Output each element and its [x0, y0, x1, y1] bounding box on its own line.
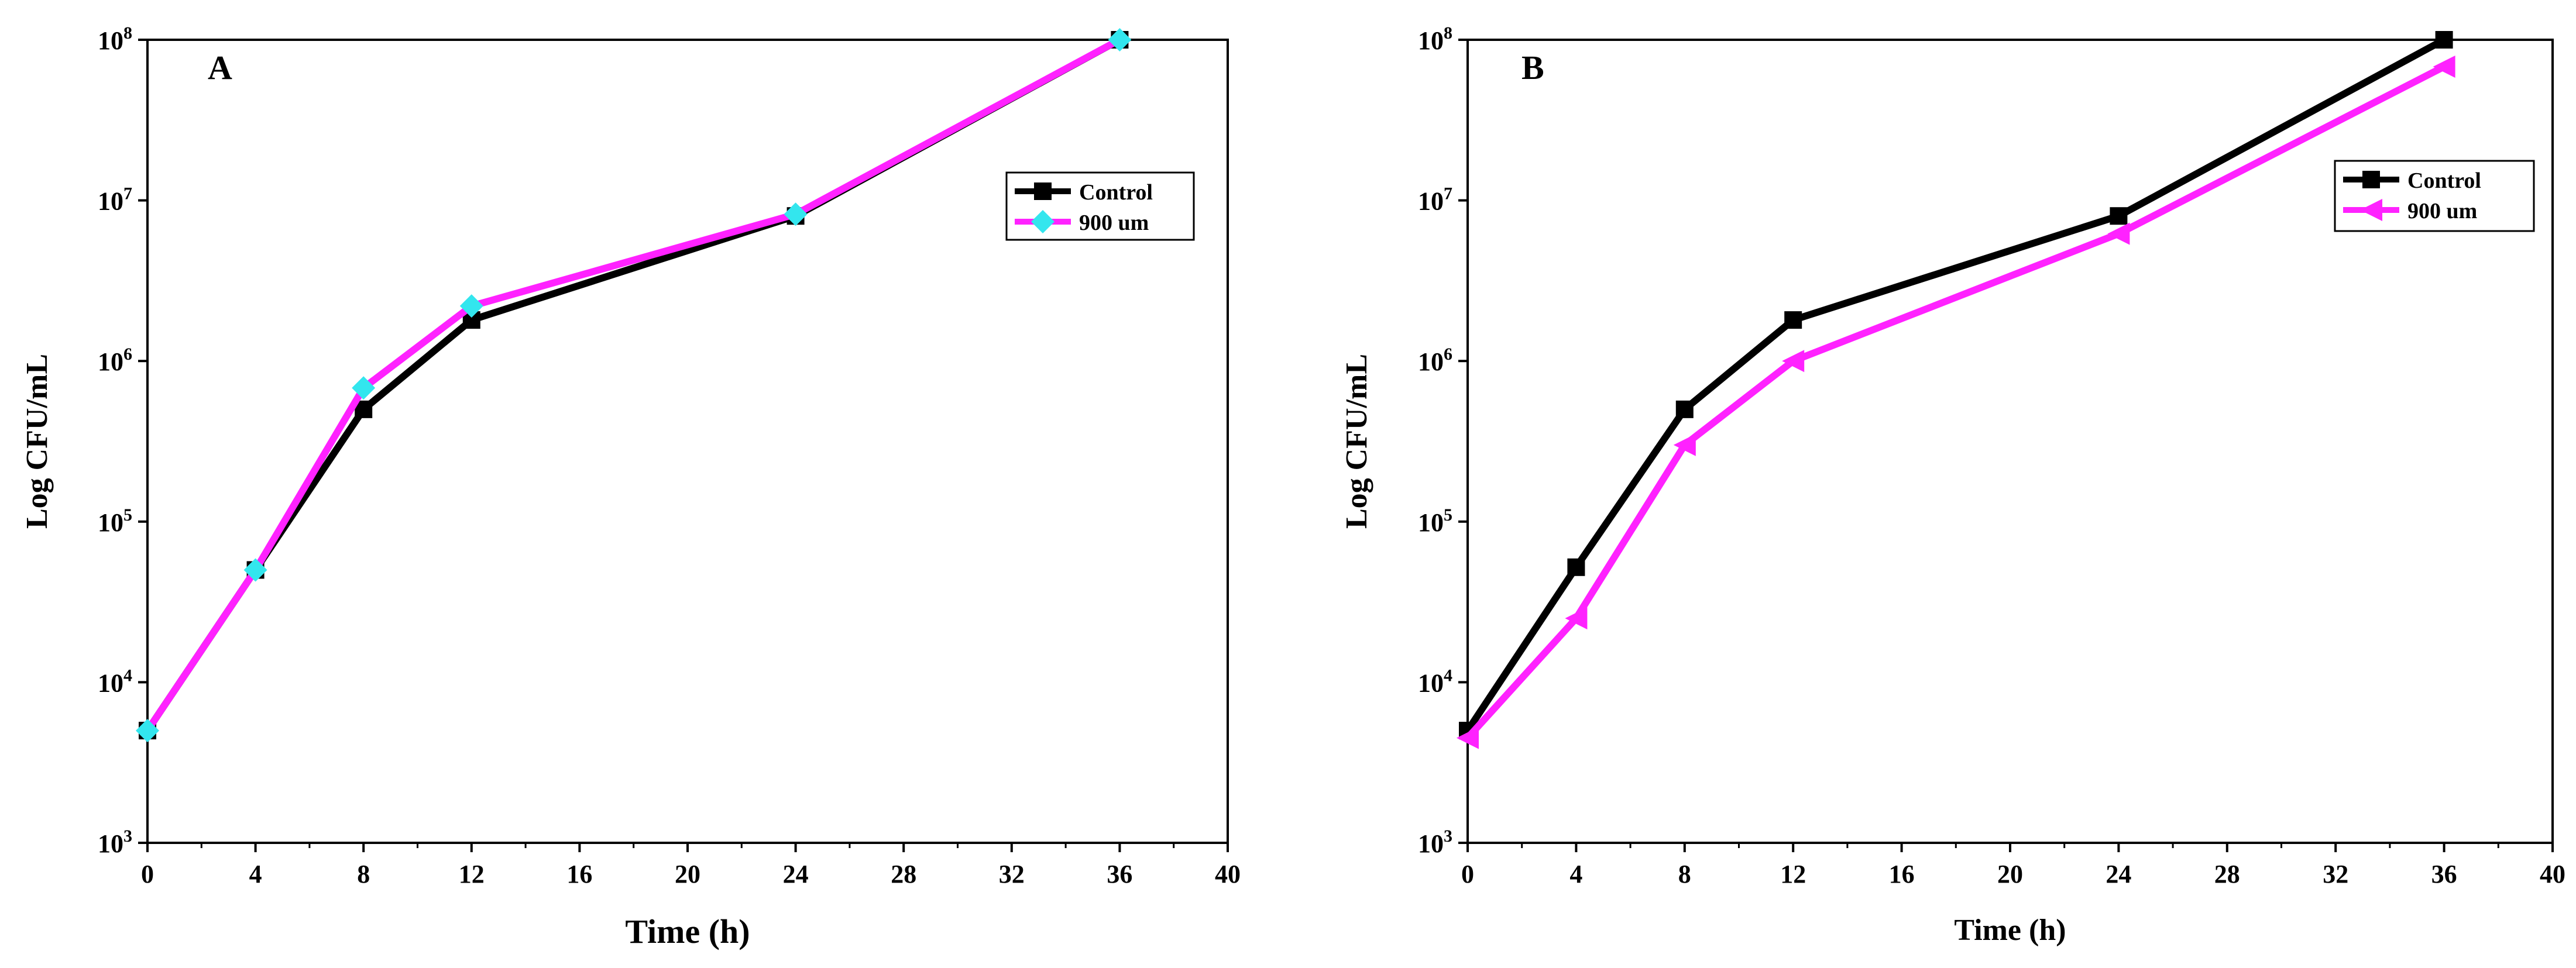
panel-a-legend: Control 900 um	[1005, 171, 1195, 241]
panel-b-series-900um-point	[1673, 433, 1696, 456]
panel-a-legend-marker	[1031, 210, 1055, 233]
panel-b-series-control-point	[1675, 400, 1694, 418]
panel-b-x-tick-label: 4	[1569, 860, 1582, 888]
panel-b-legend-label: 900 um	[2407, 199, 2477, 223]
panel-a-y-tick-label: 106	[98, 345, 132, 376]
panel-a-legend-marker	[1034, 182, 1052, 200]
panel-a-y-tick-label: 104	[98, 666, 132, 697]
panel-b-series-control-line	[1464, 36, 2448, 735]
panel-b-y-tick-label: 106	[1418, 345, 1452, 376]
panel-a-y-tick-label: 108	[98, 23, 132, 55]
panel-b-series-900um-point	[1457, 726, 1479, 749]
panel-a-x-tick-label: 36	[1107, 860, 1132, 888]
panel-b-x-tick-label: 28	[2214, 860, 2240, 888]
panel-a-series-900um-point	[1108, 28, 1132, 51]
panel-b-legend-box	[2334, 160, 2535, 232]
panel-a-series-900um-line	[144, 36, 1124, 735]
panel-a-legend-label: Control	[1079, 180, 1153, 205]
panel-a-series-900um-point	[459, 294, 483, 318]
panel-b-series-control-point	[1784, 311, 1802, 329]
panel-b-x-tick-label: 40	[2540, 860, 2565, 888]
panel-b-x-tick-label: 20	[1997, 860, 2023, 888]
panel-a-x-tick-label: 8	[357, 860, 370, 888]
panel-a-x-tick-label: 24	[783, 860, 809, 888]
panel-a-series-900um-point	[784, 202, 808, 226]
panel-b-y-tick-label: 105	[1418, 505, 1452, 537]
panel-a-x-tick-label: 16	[566, 860, 592, 888]
panel-b-series-900um-line	[1464, 63, 2448, 742]
panel-b-x-tick-label: 0	[1461, 860, 1474, 888]
panel-a-legend-label: 900 um	[1079, 211, 1149, 235]
panel-a-y-axis-title: Log CFU/mL	[20, 354, 54, 529]
panel-b-panel-label: B	[1521, 49, 1544, 87]
panel-b-x-tick-label: 24	[2106, 860, 2131, 888]
panel-a-x-tick-label: 32	[999, 860, 1025, 888]
panel-b-legend: Control 900 um	[2334, 160, 2535, 232]
panel-b-x-axis-title: Time (h)	[1954, 914, 2066, 947]
panel-b-y-tick-label: 104	[1418, 666, 1452, 697]
panel-a-series-900um-point	[243, 558, 267, 582]
panel-b-series-control-point	[2435, 31, 2453, 49]
panel-b-series-900um-point	[2433, 55, 2455, 78]
panel-b-y-tick-label: 107	[1418, 184, 1452, 216]
panel-b-legend-label: Control	[2407, 168, 2481, 193]
panel-b-series-control-point	[1567, 558, 1585, 576]
panel-a-y-tick-label: 107	[98, 184, 132, 216]
panel-b-series-900um-point	[2107, 222, 2130, 245]
panel-b-x-tick-label: 8	[1678, 860, 1691, 888]
panel-a-x-tick-label: 40	[1215, 860, 1241, 888]
panel-a-x-tick-label: 20	[675, 860, 700, 888]
panel-a-y-tick-label: 103	[98, 826, 132, 858]
panel-b-x-tick-label: 12	[1780, 860, 1806, 888]
panel-b-x-tick-label: 32	[2323, 860, 2348, 888]
panel-b-legend-marker	[2360, 199, 2382, 221]
panel-a: 0 4 8 12 16 20 24 28 32 36 40 103 104 105 106 107 108 Tim…	[20, 23, 1241, 950]
panel-a-series-900um-point	[352, 376, 376, 400]
panel-b-legend-marker	[2362, 171, 2380, 188]
panel-b-y-axis-title: Log CFU/mL	[1340, 354, 1373, 529]
panel-a-series-900um-point	[136, 719, 159, 743]
panel-b-series-900um-point	[1565, 607, 1588, 630]
panel-a-x-tick-label: 12	[459, 860, 485, 888]
panel-a-x-tick-label: 28	[891, 860, 916, 888]
panel-a-x-tick-label: 4	[249, 860, 262, 888]
panel-b: 0 4 8 12 16 20 24 28 32 36 40 103 104 105 106 107 108 Tim…	[1340, 23, 2565, 947]
panel-a-y-tick-label: 105	[98, 505, 132, 537]
panel-a-series-control-line	[144, 36, 1124, 735]
panel-b-x-tick-label: 36	[2431, 860, 2457, 888]
panel-a-panel-label: A	[208, 49, 232, 87]
panel-a-x-tick-label: 0	[141, 860, 154, 888]
panel-b-y-tick-label: 103	[1418, 826, 1452, 858]
panel-a-plot-frame	[146, 39, 1229, 844]
panel-b-y-tick-label: 108	[1418, 23, 1452, 55]
panel-b-series-900um-point	[1782, 350, 1805, 373]
panel-a-x-axis-title: Time (h)	[625, 912, 750, 950]
panel-b-series-control-point	[2110, 207, 2128, 225]
panel-b-x-tick-label: 16	[1889, 860, 1915, 888]
